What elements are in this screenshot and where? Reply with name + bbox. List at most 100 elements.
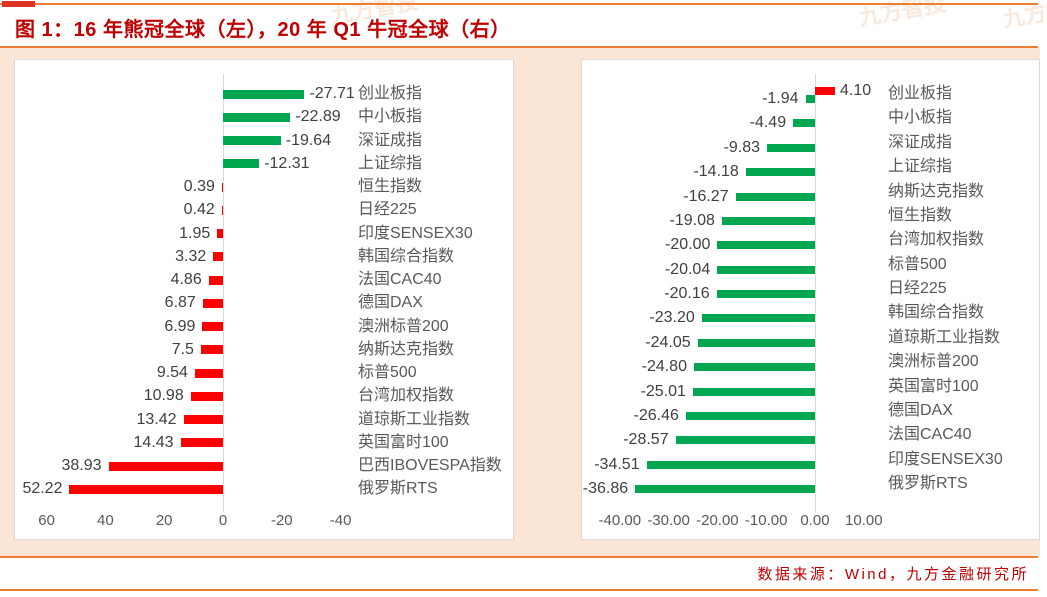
category-label: 台湾加权指数 — [888, 231, 985, 249]
bar — [635, 485, 815, 494]
category-label: 韩国综合指数 — [888, 304, 985, 322]
category-label: 英国富时100 — [888, 377, 979, 395]
data-source-text: 数据来源：Wind，九方金融研究所 — [757, 566, 1029, 583]
category-label: 深证成指 — [358, 131, 423, 149]
bar-value-label: -1.94 — [762, 90, 799, 107]
bar — [815, 87, 835, 95]
bar — [183, 415, 223, 424]
bar-value-label: -27.71 — [309, 85, 355, 102]
bar-value-label: 1.95 — [179, 224, 211, 242]
category-label: 韩国综合指数 — [358, 247, 455, 265]
bar-value-label: 6.99 — [164, 317, 196, 335]
bar-value-label: -20.16 — [664, 285, 710, 303]
category-label: 中小板指 — [888, 109, 953, 127]
category-label: 纳斯达克指数 — [888, 182, 985, 200]
bar — [202, 322, 223, 331]
category-label: 深证成指 — [888, 133, 953, 151]
category-label: 标普500 — [888, 255, 947, 273]
bar — [701, 314, 815, 323]
bar-value-label: -28.57 — [623, 431, 669, 449]
bar — [202, 298, 223, 308]
right-chart-panel: -40.00 -30.00 -20.00 -10.00 0.00 10.00 创业板指 -1.… — [581, 59, 1040, 540]
bar — [697, 338, 815, 347]
bar — [221, 205, 223, 215]
footer-rule-bottom — [0, 589, 1038, 591]
bar — [200, 345, 223, 355]
bar-value-label: 6.87 — [164, 294, 196, 312]
bar-value-label: -16.27 — [683, 187, 729, 205]
category-label: 印度SENSEX30 — [888, 450, 1003, 468]
bar-value-label: 3.32 — [175, 247, 207, 265]
bar-value-label: -23.20 — [649, 309, 695, 327]
category-label: 道琼斯工业指数 — [358, 410, 471, 428]
bar-value-label: 0.42 — [183, 201, 215, 219]
axis-tick-label: 60 — [38, 512, 55, 529]
bar — [805, 95, 815, 103]
bar-value-label: -25.01 — [640, 382, 686, 400]
category-label: 上证综指 — [888, 158, 953, 176]
category-label: 日经225 — [358, 201, 417, 219]
bar-value-label: 14.43 — [133, 433, 174, 451]
bar-value-label: 38.93 — [61, 457, 102, 474]
bar — [735, 192, 815, 201]
category-label: 巴西IBOVESPA指数 — [358, 457, 502, 474]
bar — [108, 461, 223, 471]
bar — [217, 229, 223, 238]
axis-tick-label: -30.00 — [647, 512, 690, 529]
bar-value-label: -12.31 — [264, 154, 310, 172]
bar — [69, 484, 223, 494]
category-label: 法国CAC40 — [888, 426, 972, 444]
bar — [675, 436, 815, 445]
watermark: 九方智投 — [1000, 0, 1047, 33]
bar-value-label: -22.89 — [295, 108, 341, 126]
title-underline — [0, 46, 1038, 48]
bar — [793, 119, 815, 128]
bar-value-label: -34.51 — [594, 455, 640, 473]
bar — [721, 216, 815, 225]
bar-value-label: 52.22 — [22, 480, 63, 498]
bar-value-label: -20.00 — [665, 236, 711, 254]
category-label: 恒生指数 — [358, 178, 423, 195]
bar-value-label: -4.49 — [749, 114, 787, 132]
bar — [223, 112, 291, 122]
bar — [745, 168, 815, 177]
bar — [646, 460, 815, 469]
bar-value-label: 10.98 — [143, 387, 184, 405]
bar-value-label: -36.86 — [582, 480, 629, 498]
bar-value-label: -24.05 — [645, 333, 691, 351]
chart-axis-line — [814, 74, 816, 512]
axis-tick-label: 10.00 — [845, 512, 883, 529]
bar — [692, 387, 815, 396]
category-label: 法国CAC40 — [358, 271, 442, 288]
category-label: 标普500 — [358, 364, 417, 381]
axis-tick-label: -20 — [270, 512, 293, 529]
bar — [223, 159, 260, 169]
top-left-accent — [2, 1, 35, 7]
bar — [194, 368, 223, 378]
bar-value-label: -26.46 — [633, 406, 679, 424]
bar-value-label: -19.08 — [669, 211, 715, 229]
bar-value-label: 4.86 — [170, 271, 202, 288]
category-label: 创业板指 — [888, 85, 953, 102]
bar-value-label: 7.5 — [171, 340, 194, 358]
axis-tick-label: -10.00 — [744, 512, 788, 529]
category-label: 恒生指数 — [888, 206, 953, 224]
category-label: 印度SENSEX30 — [358, 224, 473, 242]
bar — [223, 89, 305, 99]
bar — [693, 363, 815, 372]
bar-value-label: 0.39 — [183, 178, 215, 195]
category-label: 道琼斯工业指数 — [888, 328, 1001, 346]
bar — [767, 143, 815, 152]
bar-value-label: -14.18 — [693, 163, 739, 181]
bar-value-label: -19.64 — [285, 131, 332, 149]
category-label: 中小板指 — [358, 108, 423, 126]
category-label: 上证综指 — [358, 154, 423, 172]
category-label: 纳斯达克指数 — [358, 340, 455, 358]
bar-value-label: -9.83 — [723, 138, 761, 156]
category-label: 德国DAX — [888, 401, 953, 419]
footer-rule-top — [0, 556, 1038, 558]
axis-tick-label: 40 — [97, 512, 114, 529]
left-chart-panel: 60 40 20 0 -20 -40 创业板指 -27.71 中小板指 -22.89 深证成指 -19… — [14, 59, 514, 540]
bar-value-label: -20.04 — [664, 260, 711, 278]
